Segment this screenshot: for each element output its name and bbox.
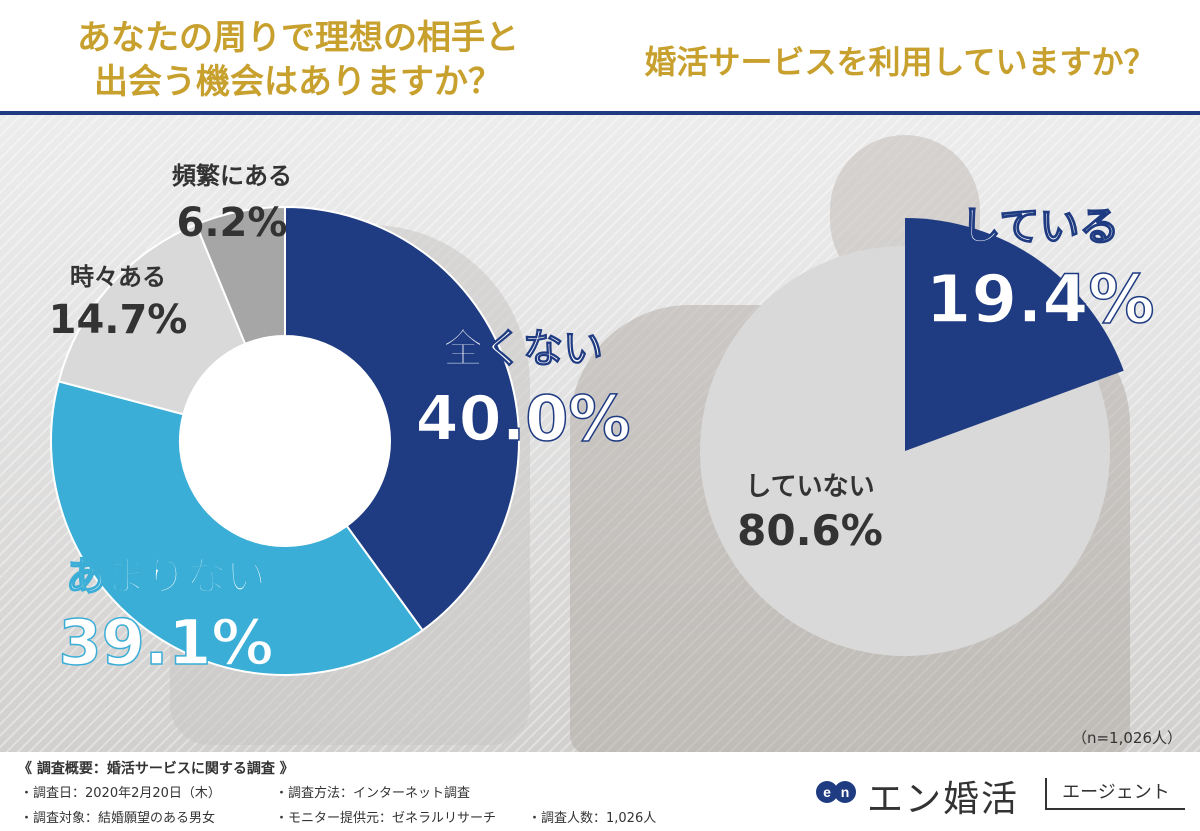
- logo-name: エン婚活: [867, 779, 1020, 820]
- sample-size-note: （n=1,026人）: [1071, 729, 1182, 747]
- donut-hole: [180, 336, 390, 546]
- label-shiteiru-value: 19.4%: [926, 261, 1155, 338]
- en-logo-icon: e n: [816, 781, 856, 803]
- label-hinpan-value: 6.2%: [177, 200, 288, 246]
- label-shiteinai-category: していない: [745, 472, 874, 502]
- survey-method: ・調査方法：インターネット調査: [275, 786, 471, 801]
- pie-chart: [699, 218, 1124, 657]
- header-rule: [0, 111, 1200, 115]
- survey-target: ・調査対象：結婚願望のある男女: [20, 811, 216, 826]
- label-tokidoki-category: 時々ある: [70, 263, 166, 291]
- label-shiteiru-category: している: [961, 204, 1120, 250]
- logo-mark-e: e: [823, 784, 831, 800]
- label-amarinai-category: あまりない: [66, 554, 266, 600]
- slice-shiteinai: [699, 246, 1110, 657]
- header: あなたの周りで理想の相手と 出会う機会はありますか？ 婚活サービスを利用していま…: [0, 0, 1200, 114]
- label-amarinai-value: 39.1%: [58, 606, 273, 679]
- donut-chart: [50, 205, 520, 676]
- right-question-title: 婚活サービスを利用していますか？: [644, 43, 1156, 81]
- label-zenkunai-value: 40.0%: [415, 382, 630, 455]
- survey-summary-title: 《 調査概要：婚活サービスに関する調査 》: [18, 761, 294, 777]
- logo-subtitle: エージェント: [1045, 778, 1185, 810]
- brand-logo: e n エン婚活 エージェント: [815, 770, 1185, 820]
- label-hinpan-category: 頻繁にある: [172, 162, 292, 190]
- label-shiteinai-value: 80.6%: [737, 506, 883, 555]
- footer: 《 調査概要：婚活サービスに関する調査 》 ・調査日：2020年2月20日（木）…: [0, 752, 1200, 831]
- survey-count: ・調査人数：1,026人: [528, 811, 657, 826]
- slice-shiteiru: [905, 218, 1124, 451]
- logo-mark-n: n: [841, 784, 850, 800]
- survey-provider: ・モニター提供元：ゼネラルリサーチ: [275, 811, 497, 826]
- survey-date: ・調査日：2020年2月20日（木）: [20, 786, 221, 801]
- left-question-title: あなたの周りで理想の相手と 出会う機会はありますか？: [77, 18, 519, 102]
- label-zenkunai-category: 全くない: [442, 326, 603, 372]
- label-tokidoki-value: 14.7%: [49, 297, 188, 343]
